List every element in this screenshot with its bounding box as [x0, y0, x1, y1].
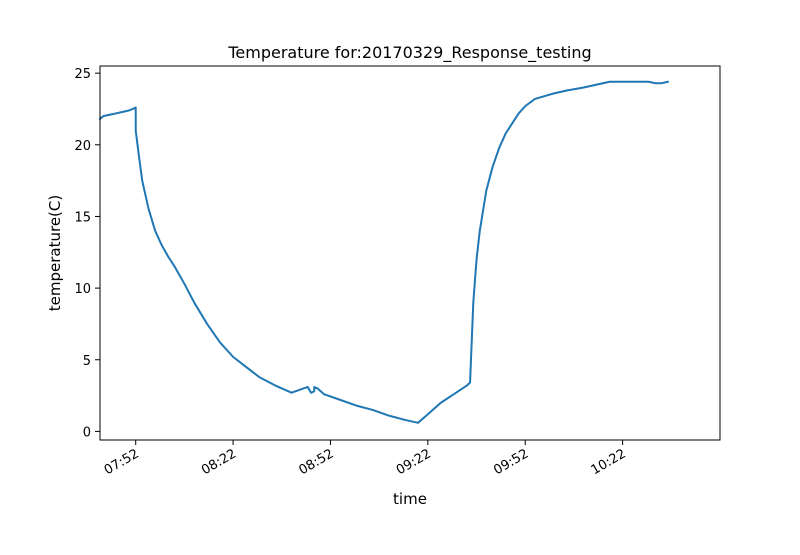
- y-tick-label: 15: [74, 210, 91, 225]
- y-tick-label: 25: [74, 67, 91, 82]
- y-axis: 0 5 10 15 20 25: [74, 67, 100, 440]
- plot-area: [99, 80, 670, 424]
- y-tick-label: 10: [74, 282, 91, 297]
- x-tick-label: 08:52: [297, 446, 337, 478]
- plot-frame: [99, 65, 721, 441]
- y-tick-label: 0: [83, 425, 91, 440]
- series-line-0: [99, 80, 670, 424]
- x-tick-label: 08:22: [199, 446, 239, 478]
- x-tick-label: 10:22: [589, 446, 629, 478]
- x-axis: 07:52 08:22 08:52 09:22 09:52 10:22: [102, 440, 629, 478]
- x-axis-label: time: [393, 490, 427, 508]
- y-tick-label: 5: [83, 354, 91, 369]
- x-tick-label: 07:52: [102, 446, 142, 478]
- x-tick-label: 09:52: [491, 446, 531, 478]
- chart-title: Temperature for:20170329_Response_testin…: [227, 43, 591, 63]
- y-tick-label: 20: [74, 139, 91, 154]
- x-tick-label: 09:22: [394, 446, 434, 478]
- y-axis-label: temperature(C): [46, 195, 64, 311]
